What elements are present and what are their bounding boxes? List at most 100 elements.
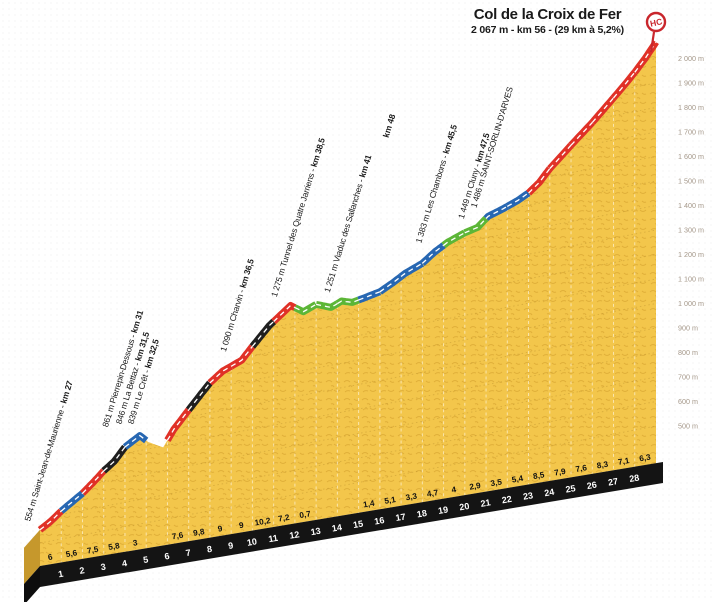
gradient-label: 3 (132, 538, 138, 548)
road-centerline (294, 303, 317, 313)
poi-label: 1 090 m Charvin - km 36,5 (218, 257, 256, 352)
gradient-label: 0,7 (299, 509, 312, 520)
km-tick-label: 15 (352, 519, 364, 531)
elevation-axis-label: 1 200 m (678, 250, 704, 259)
km-tick-label: 27 (607, 476, 619, 488)
gradient-label: 7,6 (171, 531, 184, 542)
poi-label: 1 251 m Viaduc des Sallanches - km 41 (322, 153, 374, 293)
km-tick-label: 13 (310, 526, 322, 538)
km-gridlines (60, 74, 636, 563)
gradient-label: 6,3 (639, 453, 652, 464)
gradient-label: 8,5 (532, 470, 545, 481)
gradient-label: 9 (217, 524, 223, 534)
gradient-label: 3,5 (490, 477, 503, 488)
summit-marker-stem (649, 31, 656, 53)
gradient-label: 4,7 (426, 488, 439, 499)
km-tick-label: 19 (437, 504, 449, 516)
km-axis-band (40, 462, 663, 587)
road-centerline (124, 434, 147, 448)
summit-marker: HC (645, 11, 667, 53)
elevation-axis-label: 1 800 m (678, 103, 704, 112)
gradient-label: 7,9 (554, 467, 567, 478)
mountain-side-face (24, 529, 40, 602)
gradient-label: 9,8 (193, 527, 206, 538)
elevation-axis-label: 1 400 m (678, 201, 704, 210)
gradient-label: 4 (451, 485, 457, 495)
poi-km-label: km 48 (381, 113, 398, 139)
gradient-label: 1,4 (362, 499, 375, 510)
elevation-axis-label: 700 m (678, 373, 698, 382)
road-centerline (39, 510, 62, 531)
summit-title-block: Col de la Croix de Fer 2 067 m - km 56 -… (430, 6, 665, 36)
road-centerline (230, 346, 253, 367)
km-tick-label: 5 (142, 554, 149, 565)
hc-badge-circle (645, 11, 667, 33)
km-tick-label: 2 (79, 565, 86, 576)
km-tick-label: 14 (331, 522, 343, 534)
poi-label-text: 554 m Saint-Jean-de-Maurienne - km 27 (22, 379, 74, 522)
gradient-percent-labels: 6 5,6 7,5 5,8 37,6 9,8 9 9 10,2 7,2 0,71,4 5,1 3,3 4,… (47, 453, 652, 563)
road-centerline (506, 192, 529, 207)
gradient-label: 3,3 (405, 492, 418, 503)
road-centerline (166, 409, 190, 441)
elevation-axis-label: 900 m (678, 324, 698, 333)
road-centerline (400, 262, 423, 278)
elevation-axis-label: 600 m (678, 397, 698, 406)
km-tick-label: 24 (544, 487, 556, 499)
gradient-label: 10,2 (254, 516, 272, 528)
km-tick-label: 17 (395, 511, 407, 523)
elevation-axis-label: 1 300 m (678, 226, 704, 235)
gradient-label: 7,5 (86, 545, 99, 556)
poi-label-text: 1 275 m Tunnel des Quatre Jarriens - km … (269, 136, 327, 298)
poi-label: 554 m Saint-Jean-de-Maurienne - km 27 (22, 379, 74, 522)
band-left-face (24, 566, 40, 602)
elevation-axis-label: 1 700 m (678, 128, 704, 137)
road-centerline (379, 275, 402, 293)
elevation-axis-label: 500 m (678, 422, 698, 431)
gradient-label: 6 (47, 552, 53, 562)
road-centerline (251, 321, 275, 347)
road-centerline (273, 304, 296, 322)
road-centerline (485, 205, 508, 219)
km-tick-label: 18 (416, 508, 428, 520)
elevation-axis-label: 1 600 m (678, 152, 704, 161)
road-centerline (421, 244, 444, 264)
road-centerline (188, 382, 211, 411)
road-centerline (443, 232, 466, 246)
gradient-label: 5,8 (108, 541, 121, 552)
elevation-axis-label: 1 500 m (678, 177, 704, 186)
road-centerline (60, 492, 83, 512)
poi-label: 1 486 m SAINT-SORLIN-D'ARVES km 48 (381, 85, 515, 209)
km-tick-label: 26 (586, 480, 598, 492)
elevation-axis-label: 800 m (678, 348, 698, 357)
gradient-label: 2,9 (469, 481, 482, 492)
mountain-left-face (24, 529, 40, 584)
gradient-label: 7,6 (575, 463, 588, 474)
elevation-gridline (40, 352, 656, 470)
elevation-gridline (40, 425, 656, 544)
poi-label-text: 1 251 m Viaduc des Sallanches - km 41 (322, 153, 374, 293)
elevation-axis-labels: 2 000 m 1 900 m 1 800 m 1 700 m 1 600 m 1 500… (678, 54, 704, 431)
km-tick-label: 23 (522, 490, 534, 502)
elevation-gridline (40, 401, 656, 519)
elevation-gridline (40, 376, 656, 495)
km-tick-label: 1 (57, 569, 64, 580)
elevation-axis-label: 2 000 m (678, 54, 704, 63)
km-tick-label: 16 (374, 515, 386, 527)
climb-title: Col de la Croix de Fer (473, 6, 622, 23)
road-segment-red (568, 120, 595, 148)
poi-label-text: 1 486 m SAINT-SORLIN-D'ARVES (469, 85, 515, 209)
climb-subtitle: 2 067 m - km 56 - (29 km à 5,2%) (471, 24, 624, 37)
gradient-label: 7,1 (617, 456, 630, 467)
road-centerline (613, 71, 636, 99)
road-centerline (591, 97, 614, 123)
km-tick-label: 8 (206, 544, 213, 555)
poi-label-text: 1 090 m Charvin - km 36,5 (218, 257, 256, 352)
road-segment-red (547, 142, 574, 171)
km-axis-band-shape (40, 462, 663, 587)
road-centerline (209, 365, 232, 384)
gradient-label: 5,1 (384, 495, 397, 506)
km-tick-label: 25 (565, 483, 577, 495)
km-tick-label: 10 (246, 536, 258, 548)
